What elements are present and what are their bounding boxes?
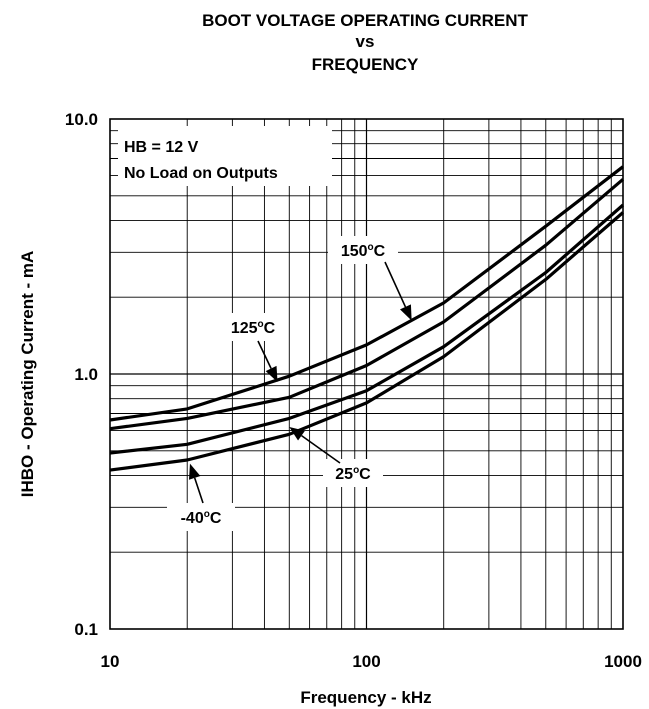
plot-frame [109,118,624,630]
x-tick-label: 1000 [604,652,642,671]
chart-title-line-2: vs [356,32,375,51]
y-tick-label: 10.0 [65,110,98,129]
x-axis-label: Frequency - kHz [300,688,431,707]
annotation-box-3 [167,503,235,531]
chart-title-line-3: FREQUENCY [312,55,419,74]
x-tick-label: 10 [101,652,120,671]
series-line-1 [109,178,625,431]
condition-hb-voltage: HB = 12 V [124,139,199,156]
annotation-leader-2 [301,434,341,464]
condition-no-load: No Load on Outputs [124,165,278,182]
annotation-arrowhead-2 [289,426,305,441]
tick-labels: 10 100 1000 0.1 1.0 10.0 [65,110,642,671]
x-tick-label: 100 [352,652,380,671]
y-tick-label: 1.0 [74,365,98,384]
y-tick-label: 0.1 [74,620,98,639]
annotation-leader-1 [257,340,272,369]
chart-title-line-1: BOOT VOLTAGE OPERATING CURRENT [202,11,528,30]
series-annotations: 150oC 125oC 25oC -40oC [167,236,412,531]
y-axis-label: IHBO - Operating Current - mA [18,251,37,498]
annotation-box-1 [218,313,288,341]
annotation-box-0 [328,236,398,264]
series-label-1: 125oC [231,319,276,337]
series-lines [109,165,625,472]
annotation-leader-3 [193,477,204,504]
series-line-0 [109,165,624,422]
grid [110,119,623,629]
series-line-2 [109,203,625,455]
annotation-leader-0 [384,261,407,308]
annotation-arrowhead-0 [399,304,412,321]
series-label-0: 150oC [341,242,386,260]
annotation-arrowhead-3 [188,463,201,480]
annotation-arrowhead-1 [265,365,278,383]
annotation-box-2 [323,459,383,487]
conditions-box [118,126,332,186]
series-label-2: 25oC [335,465,371,483]
series-line-3 [109,211,625,472]
series-label-3: -40oC [181,509,222,527]
